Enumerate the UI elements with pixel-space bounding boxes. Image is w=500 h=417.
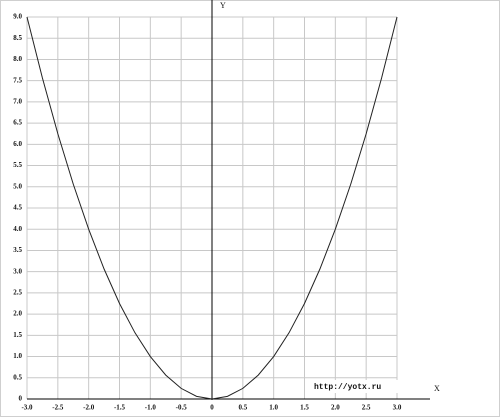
y-tick-label: 8.5 (13, 34, 22, 42)
y-tick-label: 5.0 (13, 182, 22, 190)
x-tick-label: 0.5 (238, 404, 247, 412)
y-tick-label: 7.5 (13, 76, 22, 84)
y-tick-label: 6.0 (13, 140, 22, 148)
y-axis-label: Y (220, 1, 226, 10)
watermark-box (306, 380, 398, 393)
x-tick-label: -3.0 (21, 404, 33, 412)
x-tick-label: 2.5 (362, 404, 371, 412)
x-tick-label: 2.0 (331, 404, 340, 412)
x-axis-label: X (434, 384, 440, 393)
x-tick-label: 1.5 (300, 404, 309, 412)
y-tick-label: 7.0 (13, 97, 22, 105)
x-tick-label: -2.5 (52, 404, 64, 412)
y-tick-label: 3.0 (13, 267, 22, 275)
y-tick-label: 6.5 (13, 119, 22, 127)
x-tick-label: -0.5 (176, 404, 188, 412)
y-tick-label: 9.0 (13, 13, 22, 21)
y-tick-label: 2.5 (13, 288, 22, 296)
curve (26, 16, 398, 400)
y-tick-label: 5.5 (13, 161, 22, 169)
y-tick-label: 0.5 (13, 373, 22, 381)
x-tick-label: 3.0 (393, 404, 402, 412)
watermark: http://yotx.ru (314, 383, 381, 392)
y-tick-label: 1.5 (13, 331, 22, 339)
y-tick-label: 3.5 (13, 246, 22, 254)
x-tick-label: -1.0 (145, 404, 157, 412)
x-tick-label: -1.5 (114, 404, 126, 412)
y-tick-label: 1.0 (13, 352, 22, 360)
y-tick-label: 2.0 (13, 310, 22, 318)
y-tick-label: 8.0 (13, 55, 22, 63)
y-tick-label: 4.5 (13, 204, 22, 212)
y-tick-label: 0 (19, 395, 23, 403)
x-tick-label: 0 (210, 404, 214, 412)
y-tick-label: 4.0 (13, 225, 22, 233)
x-tick-label: 1.0 (269, 404, 278, 412)
x-tick-label: -2.0 (83, 404, 95, 412)
